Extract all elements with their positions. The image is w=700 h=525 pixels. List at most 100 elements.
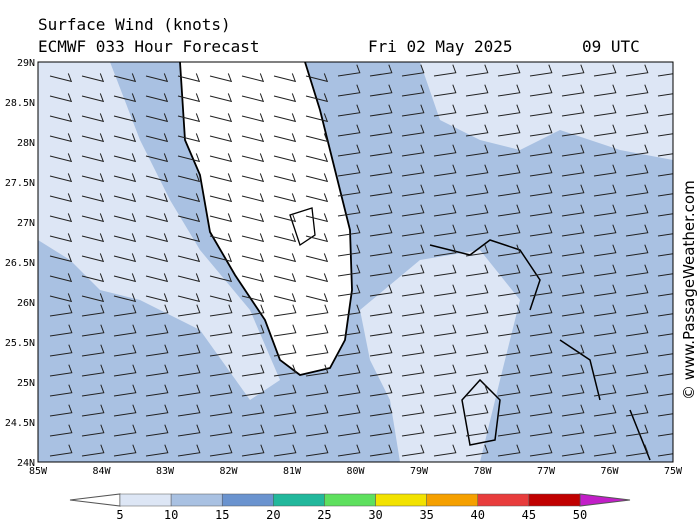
wind-barb	[593, 244, 617, 257]
wind-barb	[209, 364, 233, 377]
wind-barb	[241, 344, 265, 357]
wind-barb	[337, 404, 361, 417]
lon-axis: 85W 84W 83W 82W 81W 80W 79W 78W 77W 76W 75W	[29, 466, 683, 477]
wind-barb	[433, 84, 457, 97]
wind-barb	[209, 304, 233, 317]
wind-barb	[625, 164, 649, 177]
wind-barb	[625, 404, 649, 417]
wind-barb	[241, 93, 265, 103]
wind-barb	[177, 324, 201, 337]
wind-barb	[593, 304, 617, 317]
wind-barb	[497, 304, 521, 317]
wind-barb	[561, 184, 585, 197]
lat-label: 27N	[17, 218, 35, 229]
wind-barb	[209, 273, 233, 283]
wind-barb	[273, 213, 297, 223]
wind-barb	[593, 444, 617, 457]
wind-barb	[625, 84, 649, 97]
wind-barb	[497, 84, 521, 97]
wind-barb	[369, 264, 393, 277]
wind-barb	[337, 324, 361, 337]
wind-barb	[369, 344, 393, 357]
lat-label: 28.5N	[5, 98, 35, 109]
wind-barb	[561, 84, 585, 97]
wind-barb	[593, 384, 617, 397]
wind-barb	[273, 444, 297, 457]
wind-barb	[657, 153, 673, 157]
colorbar: 5 10 15 20 25 30 35 40 45 50	[69, 493, 631, 522]
colorbar-segment	[273, 493, 325, 507]
wind-barb	[113, 344, 137, 357]
lon-label: 75W	[664, 466, 683, 477]
wind-barb	[113, 133, 137, 143]
wind-barb	[465, 224, 489, 237]
wind-barb	[145, 113, 169, 123]
colorbar-label: 50	[573, 508, 587, 522]
wind-barb	[561, 204, 585, 217]
wind-barb	[177, 173, 201, 183]
wind-barb	[497, 184, 521, 197]
wind-barb	[273, 273, 297, 283]
wind-barb	[369, 184, 393, 197]
lat-label: 25.5N	[5, 338, 35, 349]
wind-barb	[401, 164, 425, 177]
wind-barb	[593, 84, 617, 97]
shade-light	[38, 62, 280, 400]
wind-barb	[241, 73, 265, 83]
wind-barb	[401, 384, 425, 397]
wind-barb	[465, 144, 489, 157]
wind-barb	[465, 124, 489, 137]
wind-barb	[49, 213, 73, 223]
wind-barb	[529, 444, 553, 457]
wind-barb	[305, 93, 329, 103]
wind-barb	[657, 273, 673, 277]
wind-barb	[305, 73, 329, 83]
wind-barb	[625, 204, 649, 217]
wind-barb	[593, 204, 617, 217]
wind-barb	[81, 73, 105, 83]
wind-barb	[241, 133, 265, 143]
wind-barb	[465, 84, 489, 97]
wind-barb	[593, 124, 617, 137]
lat-label: 24N	[17, 458, 35, 469]
wind-barb	[273, 344, 297, 357]
wind-barb	[625, 264, 649, 277]
wind-barb	[273, 253, 297, 263]
wind-barb	[657, 113, 673, 117]
wind-barb	[593, 144, 617, 157]
wind-barb	[625, 104, 649, 117]
wind-barb	[337, 224, 361, 237]
wind-barb	[401, 284, 425, 297]
wind-barb	[177, 404, 201, 417]
wind-barb	[433, 424, 457, 437]
wind-barb	[369, 384, 393, 397]
wind-barb	[49, 444, 73, 457]
wind-barb	[305, 233, 329, 243]
wind-barb	[465, 184, 489, 197]
wind-barb	[401, 104, 425, 117]
wind-barb	[49, 153, 73, 163]
wind-barb	[529, 124, 553, 137]
model: ECMWF 033 Hour Forecast	[38, 37, 260, 56]
wind-barb	[305, 364, 329, 377]
wind-barb	[113, 153, 137, 163]
wind-barb	[369, 124, 393, 137]
wind-barb	[625, 424, 649, 437]
wind-barb	[113, 173, 137, 183]
wind-barb	[657, 253, 673, 257]
wind-barb	[241, 304, 265, 317]
wind-barb	[177, 444, 201, 457]
wind-barb	[49, 253, 73, 263]
wind-barb	[273, 404, 297, 417]
wind-barb	[529, 204, 553, 217]
colorbar-end	[69, 493, 121, 507]
wind-barb	[465, 304, 489, 317]
wind-barb	[561, 164, 585, 177]
wind-barb	[593, 364, 617, 377]
wind-barb	[241, 213, 265, 223]
colorbar-segment	[119, 493, 172, 507]
wind-barb	[657, 453, 673, 457]
wind-barb	[465, 384, 489, 397]
wind-barb	[657, 393, 673, 397]
bahamas-coast	[429, 239, 651, 461]
